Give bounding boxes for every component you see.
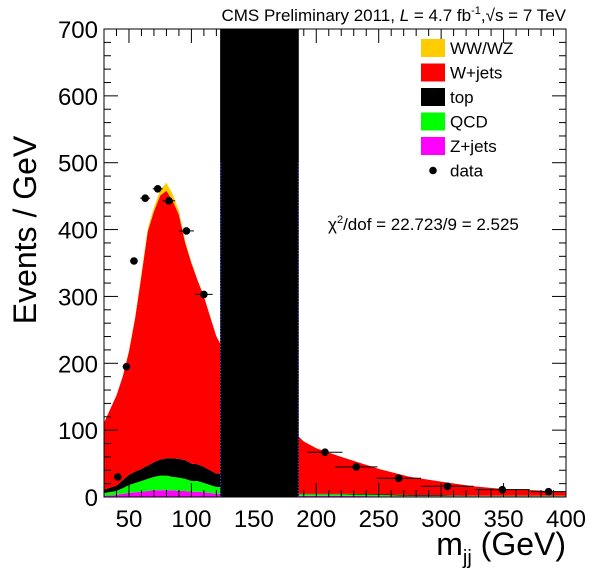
legend-entry-w-jets: W+jets [421,63,502,83]
legend-label: Z+jets [450,137,497,156]
x-tick-label: 300 [421,506,461,533]
legend-entry-z-jets: Z+jets [421,137,497,156]
legend-swatch [421,88,445,106]
stack-area-qcd [104,475,566,497]
legend-entry-qcd: QCD [421,112,488,132]
legend-label: W+jets [450,64,502,83]
blinded-region [220,29,299,497]
legend-label: data [450,162,484,181]
data-points [113,184,566,496]
x-tick-label: 150 [234,506,274,533]
lumi-symbol: L [400,6,409,25]
data-point [195,290,213,299]
data-point [376,474,422,483]
data-point [335,463,378,471]
data-point [421,482,474,491]
chi2-annotation: χ2/dof = 22.723/9 = 2.525 [328,214,519,234]
axis-ticks: 50 100 150 200 250 300 350 400 0 100 200 300 400 500 6… [58,17,586,533]
data-point [531,487,566,496]
legend-marker [429,166,437,175]
data-point [307,448,343,457]
stack-area-top [104,458,566,496]
legend-entry-ww-wz: WW/WZ [421,39,513,58]
legend-swatch [421,112,445,131]
data-point [474,485,530,494]
data-point [152,184,163,193]
legend-swatch [421,137,445,155]
legend-label: QCD [450,113,488,132]
stack-area-z-jets [104,490,566,497]
data-point [162,197,176,205]
y-tick-label: 0 [85,485,98,512]
y-tick-label: 300 [58,284,98,311]
legend-swatch [421,63,445,82]
blinded-top-region [220,29,299,497]
x-tick-label: 100 [171,506,211,533]
x-tick-label: 400 [546,506,586,533]
legend-entry-top: top [421,88,474,107]
y-tick-label: 200 [58,351,98,378]
x-tick-label: 350 [484,506,524,533]
y-tick-label: 700 [58,17,98,44]
x-tick-label: 200 [296,506,336,533]
legend-label: top [450,88,474,107]
data-point [122,362,131,371]
legend-entry-data: data [429,162,484,181]
y-axis-title: Events / GeV [7,135,43,324]
legend-label: WW/WZ [450,39,513,58]
legend: WW/WZ W+jets top QCD Z+jets data [421,39,513,181]
data-point [140,194,151,202]
data-point [113,473,122,481]
chart-header: CMS Preliminary 2011, L = 4.7 fb-1,√s = … [221,5,566,25]
x-axis-title: mjj (GeV) [436,526,566,569]
data-point [178,227,194,235]
stacked-backgrounds [104,182,566,497]
y-tick-label: 600 [58,84,98,111]
y-tick-label: 100 [58,418,98,445]
plot-frame [103,28,567,498]
legend-swatch [421,39,445,57]
x-tick-label: 250 [359,506,399,533]
stack-area-w-jets [104,190,566,496]
y-tick-label: 500 [58,151,98,178]
y-tick-label: 400 [58,218,98,245]
x-tick-label: 50 [116,506,143,533]
data-point [130,257,138,265]
plot-border [103,28,567,498]
